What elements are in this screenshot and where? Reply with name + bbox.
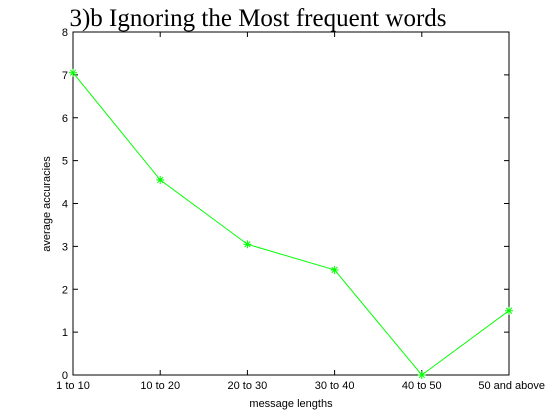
data-point-marker	[330, 265, 339, 274]
x-tick-label: 1 to 10	[56, 380, 90, 392]
y-tick-label: 7	[62, 70, 68, 82]
series-line	[72, 72, 510, 376]
x-axis: 1 to 10 10 to 20 20 to 30 30 to 40 40 to 50 5…	[56, 32, 545, 392]
x-axis-label: message lengths	[249, 398, 333, 410]
y-tick-label: 0	[62, 370, 68, 382]
data-point-marker	[243, 240, 252, 249]
x-tick-label: 30 to 40	[315, 380, 355, 392]
y-tick-label: 4	[62, 199, 68, 211]
y-tick-label: 5	[62, 156, 68, 168]
y-tick-label: 6	[62, 113, 68, 125]
x-tick-label: 50 and above	[478, 380, 545, 392]
plot-area	[72, 31, 510, 376]
y-tick-label: 1	[62, 327, 68, 339]
x-tick-label: 20 to 30	[228, 380, 268, 392]
y-tick-label: 2	[62, 284, 68, 296]
asterisk-marker	[156, 175, 165, 184]
x-tick-label: 10 to 20	[140, 380, 180, 392]
asterisk-marker	[330, 265, 339, 274]
asterisk-marker	[243, 240, 252, 249]
y-axis: 0 1 2 3 4 5 6 7 8	[62, 27, 509, 382]
asterisk-marker	[505, 306, 513, 315]
chart-title: 3)b Ignoring the Most frequent words	[69, 5, 446, 32]
data-point-marker	[505, 306, 513, 315]
y-axis-label: average accuracies	[41, 156, 53, 252]
data-point-marker	[156, 175, 165, 184]
asterisk-marker	[417, 371, 426, 379]
data-point-marker	[69, 68, 77, 77]
x-tick-label: 40 to 50	[402, 380, 442, 392]
y-tick-label: 3	[62, 241, 68, 253]
data-point-marker	[417, 371, 426, 379]
asterisk-marker	[69, 68, 77, 77]
data-series	[69, 68, 513, 379]
y-tick-label: 8	[62, 27, 68, 39]
